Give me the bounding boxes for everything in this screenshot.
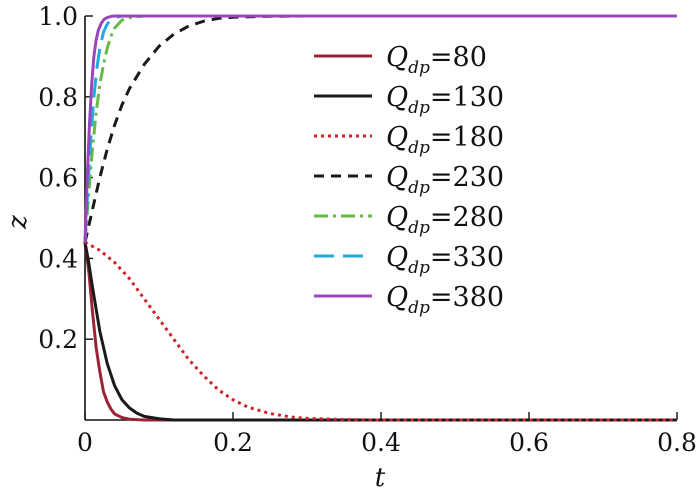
legend-q-symbol: Q <box>386 202 408 233</box>
legend-subscript: dp <box>408 98 430 118</box>
y-tick-label: 0.6 <box>38 164 78 193</box>
legend: Qdp=80Qdp=130Qdp=180Qdp=230Qdp=280Qdp=33… <box>314 42 504 318</box>
series-line-380 <box>83 14 677 243</box>
series-line-330 <box>83 14 677 243</box>
x-axis-label: t <box>375 463 386 493</box>
x-tick-label: 0.2 <box>213 428 253 457</box>
legend-subscript: dp <box>408 258 430 278</box>
x-tick-label: 0.4 <box>361 428 401 457</box>
y-tick-label: 0.2 <box>38 325 78 354</box>
legend-entry-130: Qdp=130 <box>386 82 504 118</box>
legend-q-symbol: Q <box>386 122 408 153</box>
x-tick-label: 0.8 <box>657 428 697 457</box>
legend-subscript: dp <box>408 178 430 198</box>
legend-value: =230 <box>430 162 504 193</box>
legend-value: =330 <box>430 242 504 273</box>
legend-entry-80: Qdp=80 <box>386 42 487 78</box>
y-tick-label: 1.0 <box>38 2 78 31</box>
axes: 0 0.2 0.4 0.6 0.8 0.2 0.4 0.6 0.8 1.0 <box>38 2 697 457</box>
series-line-280 <box>83 14 677 243</box>
legend-entry-330: Qdp=330 <box>386 242 504 278</box>
x-tick-label: 0 <box>77 428 93 457</box>
series-line-130 <box>83 241 677 422</box>
legend-subscript: dp <box>408 138 430 158</box>
y-axis-label: z <box>3 215 33 230</box>
legend-subscript: dp <box>408 58 430 78</box>
series-line-80 <box>83 242 677 422</box>
legend-value: =130 <box>430 82 504 113</box>
series-lines <box>83 14 677 422</box>
legend-value: =380 <box>430 282 504 313</box>
y-tick-label: 0.8 <box>38 83 78 112</box>
legend-q-symbol: Q <box>386 82 408 113</box>
legend-value: =80 <box>430 42 487 73</box>
legend-entry-380: Qdp=380 <box>386 282 504 318</box>
legend-entry-280: Qdp=280 <box>386 202 504 238</box>
legend-q-symbol: Q <box>386 282 408 313</box>
series-line-230 <box>83 14 677 243</box>
legend-q-symbol: Q <box>386 162 408 193</box>
legend-q-symbol: Q <box>386 242 408 273</box>
legend-entry-230: Qdp=230 <box>386 162 504 198</box>
legend-subscript: dp <box>408 218 430 238</box>
legend-subscript: dp <box>408 298 430 318</box>
x-tick-label: 0.6 <box>509 428 549 457</box>
series-line-180 <box>84 240 677 422</box>
legend-q-symbol: Q <box>386 42 408 73</box>
legend-value: =280 <box>430 202 504 233</box>
legend-entry-180: Qdp=180 <box>386 122 504 158</box>
legend-value: =180 <box>430 122 504 153</box>
y-tick-label: 0.4 <box>38 244 78 273</box>
